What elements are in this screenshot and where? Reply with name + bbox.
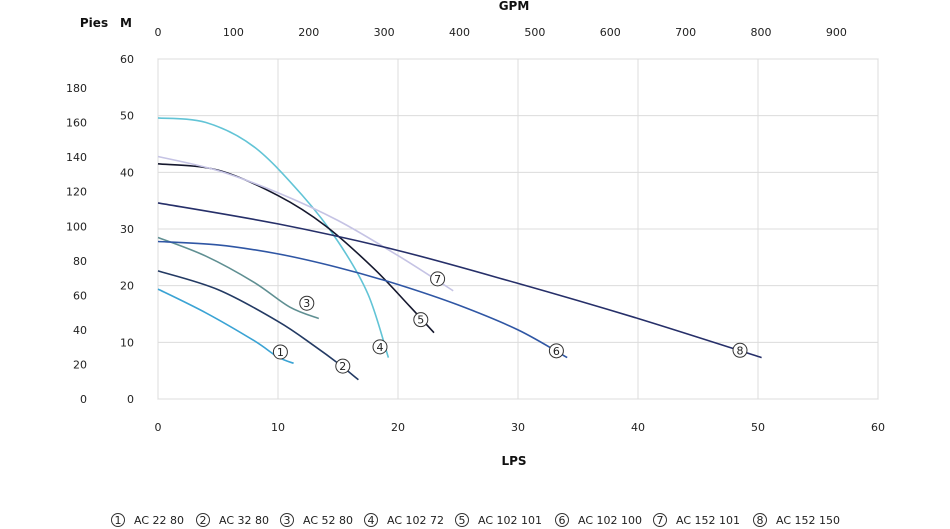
meters-tick-label: 40 bbox=[120, 166, 134, 179]
legend-marker-8 bbox=[753, 513, 767, 527]
legend-marker-label-5: 5 bbox=[459, 514, 466, 527]
curves bbox=[157, 117, 762, 381]
gpm-tick-label: 900 bbox=[826, 26, 847, 39]
curve-8 bbox=[157, 202, 762, 359]
feet-axis-title: Pies bbox=[80, 16, 108, 30]
feet-tick-label: 60 bbox=[73, 289, 87, 302]
meters-tick-label: 60 bbox=[120, 53, 134, 66]
meters-tick-label: 0 bbox=[127, 393, 134, 406]
curve-marker-5 bbox=[413, 312, 429, 328]
legend: 1 AC 22 80 2 AC 32 80 3 AC 52 80 4 AC 102 72 5 AC… bbox=[111, 513, 840, 527]
feet-tick-label: 100 bbox=[66, 220, 87, 233]
feet-tick-label: 20 bbox=[73, 358, 87, 371]
legend-entry-3: AC 52 80 bbox=[303, 514, 353, 527]
feet-tick-label: 160 bbox=[66, 117, 87, 130]
legend-entry-4: AC 102 72 bbox=[387, 514, 444, 527]
lps-tick-label: 20 bbox=[391, 421, 405, 434]
feet-tick-label: 40 bbox=[73, 324, 87, 337]
feet-tick-label: 140 bbox=[66, 151, 87, 164]
legend-entry-8: AC 152 150 bbox=[776, 514, 840, 527]
curve-6 bbox=[157, 240, 568, 359]
legend-marker-label-7: 7 bbox=[657, 514, 664, 527]
legend-marker-3 bbox=[280, 513, 294, 527]
curve-marker-label-4: 4 bbox=[377, 341, 384, 354]
gpm-tick-label: 800 bbox=[750, 26, 771, 39]
gpm-tick-label: 500 bbox=[524, 26, 545, 39]
gpm-tick-label: 100 bbox=[223, 26, 244, 39]
curve-marker-label-2: 2 bbox=[339, 360, 346, 373]
lps-tick-label: 60 bbox=[871, 421, 885, 434]
legend-marker-label-4: 4 bbox=[368, 514, 375, 527]
curve-marker-label-6: 6 bbox=[553, 345, 560, 358]
legend-marker-5 bbox=[455, 513, 469, 527]
legend-marker-1 bbox=[111, 513, 125, 527]
curve-marker-1 bbox=[272, 344, 288, 360]
meters-tick-label: 30 bbox=[120, 223, 134, 236]
curve-marker-7 bbox=[430, 271, 446, 287]
legend-entry-7: AC 152 101 bbox=[676, 514, 740, 527]
meters-tick-label: 10 bbox=[120, 336, 134, 349]
curve-2 bbox=[157, 270, 359, 381]
gpm-tick-label: 600 bbox=[600, 26, 621, 39]
meters-tick-label: 20 bbox=[120, 280, 134, 293]
gpm-tick-label: 0 bbox=[155, 26, 162, 39]
curve-4 bbox=[157, 117, 390, 358]
legend-marker-7 bbox=[653, 513, 667, 527]
lps-tick-label: 0 bbox=[155, 421, 162, 434]
lps-axis-title: LPS bbox=[501, 454, 526, 468]
legend-marker-6 bbox=[555, 513, 569, 527]
legend-marker-label-8: 8 bbox=[757, 514, 764, 527]
curve-marker-4 bbox=[372, 339, 388, 355]
curve-marker-6 bbox=[548, 343, 564, 359]
legend-entry-6: AC 102 100 bbox=[578, 514, 642, 527]
gpm-tick-label: 400 bbox=[449, 26, 470, 39]
gpm-tick-label: 700 bbox=[675, 26, 696, 39]
lps-tick-label: 50 bbox=[751, 421, 765, 434]
legend-marker-2 bbox=[196, 513, 210, 527]
gpm-tick-label: 200 bbox=[298, 26, 319, 39]
curve-marker-label-8: 8 bbox=[737, 344, 744, 357]
curve-marker-2 bbox=[335, 358, 351, 374]
lps-tick-label: 10 bbox=[271, 421, 285, 434]
curve-3 bbox=[157, 236, 320, 320]
feet-tick-label: 0 bbox=[80, 393, 87, 406]
curve-markers: 1 2 3 4 5 6 7 8 bbox=[272, 271, 748, 374]
legend-entry-2: AC 32 80 bbox=[219, 514, 269, 527]
legend-marker-label-2: 2 bbox=[200, 514, 207, 527]
feet-tick-label: 120 bbox=[66, 186, 87, 199]
legend-marker-label-3: 3 bbox=[284, 514, 291, 527]
curve-marker-3 bbox=[299, 295, 315, 311]
curve-1 bbox=[157, 288, 294, 365]
lps-tick-label: 40 bbox=[631, 421, 645, 434]
legend-marker-label-6: 6 bbox=[559, 514, 566, 527]
gpm-axis-title: GPM bbox=[499, 0, 530, 13]
legend-marker-4 bbox=[364, 513, 378, 527]
curve-marker-label-5: 5 bbox=[417, 314, 424, 327]
feet-tick-label: 80 bbox=[73, 255, 87, 268]
meters-tick-label: 50 bbox=[120, 110, 134, 123]
lps-tick-label: 30 bbox=[511, 421, 525, 434]
curve-marker-label-7: 7 bbox=[434, 273, 441, 286]
curve-7 bbox=[157, 155, 454, 292]
legend-entry-5: AC 102 101 bbox=[478, 514, 542, 527]
curve-marker-label-1: 1 bbox=[277, 346, 284, 359]
curve-marker-8 bbox=[732, 342, 748, 358]
legend-marker-label-1: 1 bbox=[115, 514, 122, 527]
meters-axis-title: M bbox=[120, 16, 132, 30]
grid bbox=[157, 58, 879, 400]
gpm-tick-label: 300 bbox=[374, 26, 395, 39]
feet-tick-label: 180 bbox=[66, 82, 87, 95]
curve-marker-label-3: 3 bbox=[303, 297, 310, 310]
legend-entry-1: AC 22 80 bbox=[134, 514, 184, 527]
tick-labels: 0 10 20 30 40 50 600 100 200 300 400 500 600 700 800 90… bbox=[66, 26, 885, 434]
